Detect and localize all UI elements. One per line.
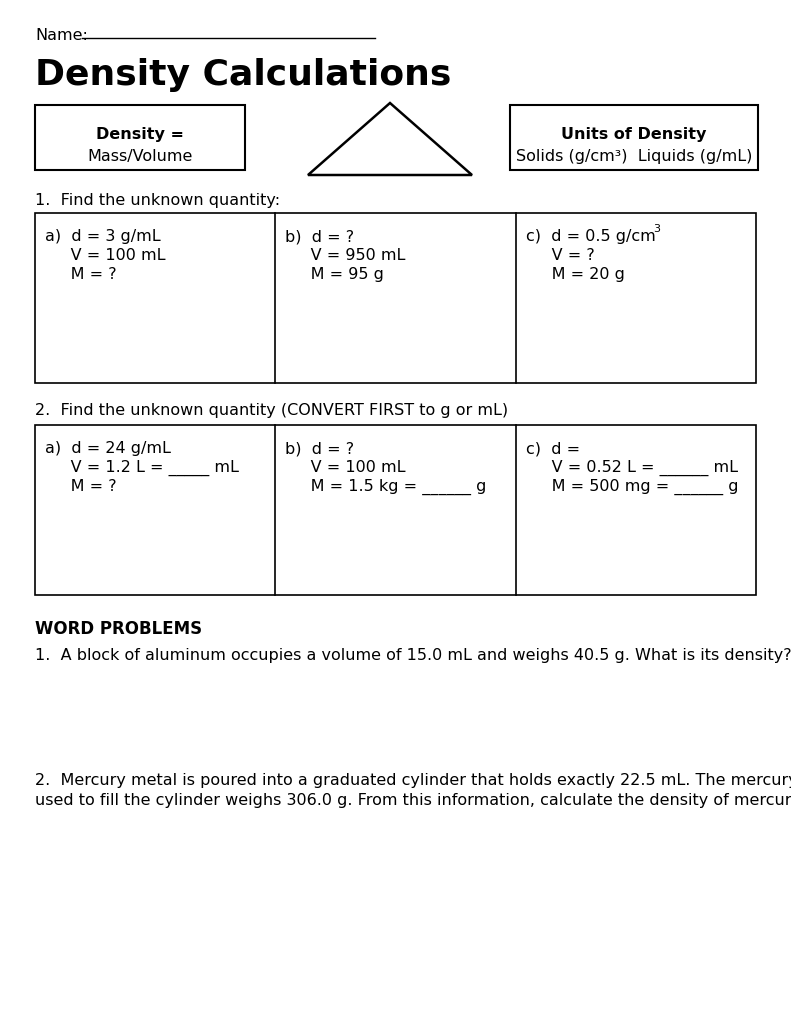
Bar — [35, 425, 756, 595]
Text: 2.  Mercury metal is poured into a graduated cylinder that holds exactly 22.5 mL: 2. Mercury metal is poured into a gradua… — [35, 773, 791, 788]
Bar — [35, 105, 245, 170]
Text: 1.  A block of aluminum occupies a volume of 15.0 mL and weighs 40.5 g. What is : 1. A block of aluminum occupies a volume… — [35, 648, 791, 663]
Text: M = ?: M = ? — [45, 267, 116, 282]
Text: Solids (g/cm³)  Liquids (g/mL): Solids (g/cm³) Liquids (g/mL) — [516, 150, 752, 164]
Text: b)  d = ?: b) d = ? — [286, 441, 354, 456]
Text: WORD PROBLEMS: WORD PROBLEMS — [35, 620, 202, 638]
Text: V = ?: V = ? — [526, 248, 594, 263]
Text: Mass/Volume: Mass/Volume — [87, 150, 193, 164]
Text: V = 0.52 L = ______ mL: V = 0.52 L = ______ mL — [526, 460, 738, 476]
Text: a)  d = 3 g/mL: a) d = 3 g/mL — [45, 229, 161, 244]
Bar — [35, 213, 756, 383]
Text: M = ?: M = ? — [45, 479, 116, 494]
Text: 3: 3 — [653, 224, 660, 234]
Text: M = 1.5 kg = ______ g: M = 1.5 kg = ______ g — [286, 479, 486, 496]
Text: M = 20 g: M = 20 g — [526, 267, 625, 282]
Text: 2.  Find the unknown quantity (CONVERT FIRST to g or mL): 2. Find the unknown quantity (CONVERT FI… — [35, 403, 508, 418]
Text: Name:: Name: — [35, 28, 88, 43]
Text: M = 95 g: M = 95 g — [286, 267, 384, 282]
Text: b)  d = ?: b) d = ? — [286, 229, 354, 244]
Text: V = 1.2 L = _____ mL: V = 1.2 L = _____ mL — [45, 460, 239, 476]
Text: c)  d = 0.5 g/cm: c) d = 0.5 g/cm — [526, 229, 656, 244]
Text: V = 950 mL: V = 950 mL — [286, 248, 406, 263]
Text: V = 100 mL: V = 100 mL — [286, 460, 406, 475]
Text: 1.  Find the unknown quantity:: 1. Find the unknown quantity: — [35, 193, 280, 208]
Text: Density =: Density = — [96, 127, 184, 142]
Text: used to fill the cylinder weighs 306.0 g. From this information, calculate the d: used to fill the cylinder weighs 306.0 g… — [35, 793, 791, 808]
Text: M = 500 mg = ______ g: M = 500 mg = ______ g — [526, 479, 738, 496]
Text: Units of Density: Units of Density — [562, 127, 706, 142]
Text: c)  d =: c) d = — [526, 441, 580, 456]
Text: a)  d = 24 g/mL: a) d = 24 g/mL — [45, 441, 171, 456]
Text: Density Calculations: Density Calculations — [35, 58, 452, 92]
Text: V = 100 mL: V = 100 mL — [45, 248, 165, 263]
Bar — [510, 105, 758, 170]
